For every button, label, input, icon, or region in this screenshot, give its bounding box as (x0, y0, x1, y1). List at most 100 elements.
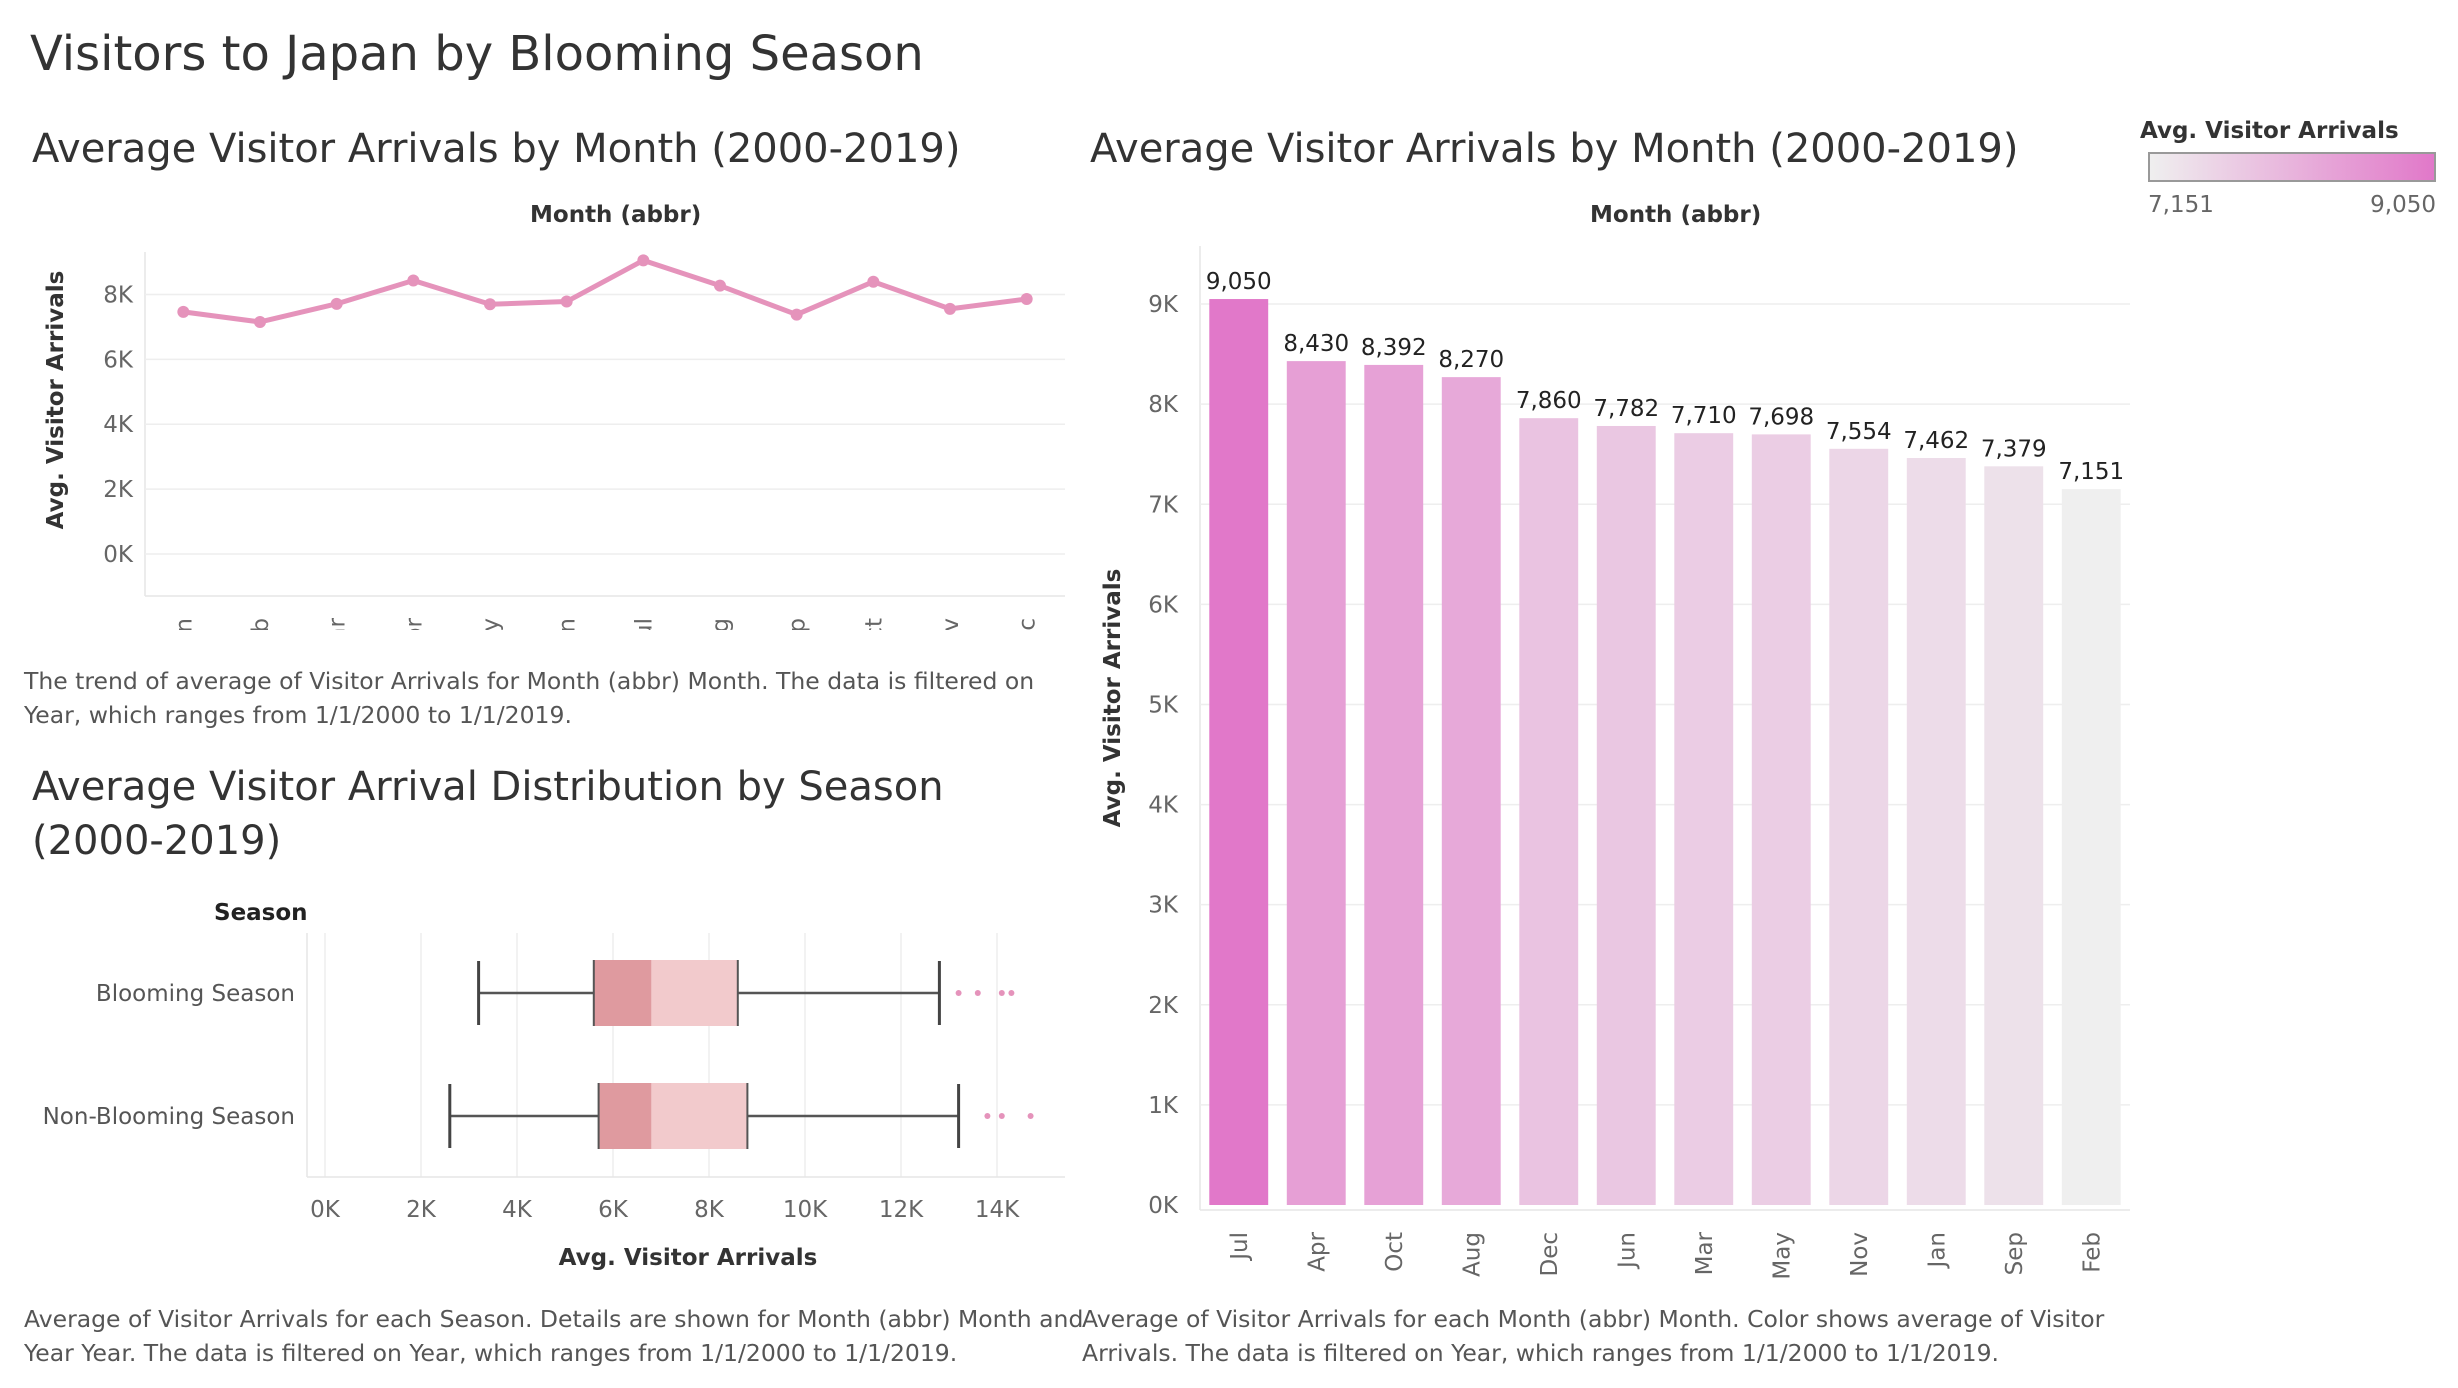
color-legend-max: 9,050 (2370, 192, 2436, 218)
outlier-point[interactable] (1027, 1113, 1034, 1119)
bar-chart-caption: Average of Visitor Arrivals for each Mon… (1082, 1305, 2105, 1367)
box-plot-row[interactable]: Blooming Season (96, 960, 1015, 1026)
line-chart: 0K 2K 4K 6K 8K Jan Feb Mar Apr May Jun Jul Aug Sep Oc… (43, 252, 1065, 630)
box-plot-x-axis-label: Avg. Visitor Arrivals (559, 1245, 818, 1271)
bar-value-label: 7,782 (1593, 396, 1659, 422)
outlier-point[interactable] (984, 1113, 991, 1119)
bar-value-label: 7,379 (1981, 436, 2047, 462)
bar[interactable] (1596, 425, 1656, 1205)
line-chart-point[interactable] (867, 275, 880, 288)
box-plot-x-tick: 8K (694, 1197, 725, 1223)
line-chart-y-tick: 0K (103, 542, 134, 568)
line-chart-point[interactable] (560, 295, 573, 308)
season-label: Non-Blooming Season (43, 1104, 295, 1130)
bar-chart-y-tick: 1K (1148, 1093, 1179, 1119)
line-chart-point[interactable] (177, 305, 190, 318)
bar[interactable] (1751, 434, 1811, 1206)
bar-chart-x-tick: Jan (1924, 1232, 1950, 1269)
bar[interactable] (1364, 364, 1424, 1205)
line-chart-point[interactable] (1020, 292, 1033, 305)
bar-chart-y-tick: 5K (1148, 692, 1179, 718)
line-chart-x-tick: Sep (785, 618, 811, 630)
line-chart-point[interactable] (330, 297, 343, 310)
line-chart-point[interactable] (944, 302, 956, 315)
bar[interactable] (2061, 489, 2121, 1205)
bar-value-label: 8,392 (1361, 335, 1427, 361)
bar-chart-y-tick: 9K (1148, 292, 1179, 318)
color-legend-title: Avg. Visitor Arrivals (2140, 118, 2399, 144)
season-row-header: Season (214, 900, 308, 926)
bar[interactable] (1674, 433, 1734, 1205)
box-plot-x-tick: 2K (406, 1197, 437, 1223)
outlier-point[interactable] (998, 1113, 1005, 1119)
line-chart-y-tick: 8K (103, 282, 134, 308)
bar[interactable] (1209, 299, 1269, 1205)
line-chart-point[interactable] (254, 315, 266, 328)
bar-chart-x-tick: Mar (1692, 1231, 1718, 1275)
bar[interactable] (1519, 418, 1579, 1206)
bar[interactable] (1829, 448, 1889, 1206)
box-chart-title-line2: (2000-2019) (32, 818, 282, 864)
line-chart-x-tick: Mar (325, 617, 351, 630)
bar-chart-x-tick: Apr (1304, 1231, 1330, 1271)
line-series (183, 257, 1027, 325)
line-chart-point[interactable] (484, 298, 496, 311)
bar[interactable] (1441, 377, 1501, 1205)
bar-chart-y-tick: 2K (1148, 993, 1179, 1019)
box-plot-x-tick: 14K (975, 1197, 1020, 1223)
box-plot-x-tick: 10K (783, 1197, 828, 1223)
line-chart-y-tick: 2K (103, 477, 134, 503)
line-chart-x-tick: Jul (631, 618, 657, 630)
line-chart-title: Average Visitor Arrivals by Month (2000-… (32, 126, 961, 172)
bar-chart-x-tick: Aug (1459, 1232, 1485, 1277)
box-chart-title-line1: Average Visitor Arrival Distribution by … (32, 764, 944, 810)
bar-chart-title: Average Visitor Arrivals by Month (2000-… (1090, 126, 2019, 172)
line-chart-x-tick: Apr (401, 617, 427, 630)
line-chart-month-header: Month (abbr) (530, 202, 702, 228)
outlier-point[interactable] (974, 990, 981, 996)
outlier-point[interactable] (955, 990, 962, 996)
line-chart-point[interactable] (407, 274, 420, 287)
box-plot-x-tick: 6K (598, 1197, 629, 1223)
bar-value-label: 7,151 (2058, 459, 2124, 485)
bar[interactable] (1984, 466, 2044, 1205)
box-lower-half (593, 960, 652, 1026)
bar-chart-y-axis-label: Avg. Visitor Arrivals (1100, 569, 1126, 828)
bar-chart-y-tick: 3K (1148, 893, 1179, 919)
bar-value-label: 7,462 (1903, 428, 1969, 454)
line-chart-y-tick: 4K (103, 412, 134, 438)
box-upper-half (651, 960, 738, 1026)
bar-chart-x-tick: Feb (2079, 1232, 2105, 1273)
bar-chart-x-tick: May (1769, 1232, 1795, 1280)
box-lower-half (598, 1083, 652, 1149)
line-chart-y-tick: 6K (103, 347, 134, 373)
line-chart-x-tick: Nov (938, 618, 964, 630)
bar[interactable] (1906, 458, 1966, 1205)
line-chart-point[interactable] (637, 254, 650, 267)
outlier-point[interactable] (1008, 990, 1015, 996)
line-chart-point[interactable] (714, 279, 726, 292)
bar-chart-y-tick: 0K (1148, 1193, 1179, 1219)
bar-chart-y-tick: 7K (1148, 492, 1179, 518)
bar-value-label: 8,430 (1283, 331, 1349, 357)
line-chart-point[interactable] (790, 308, 803, 321)
line-chart-x-tick: Jan (171, 618, 197, 630)
outlier-point[interactable] (998, 990, 1005, 996)
box-plot-row[interactable]: Non-Blooming Season (43, 1083, 1034, 1149)
line-chart-x-tick: Jun (555, 618, 581, 630)
line-chart-caption: The trend of average of Visitor Arrivals… (24, 667, 1035, 729)
box-plot: Blooming Season Non-Blooming Season 0K 2K 4… (43, 933, 1065, 1271)
bar-chart-x-tick: Jun (1614, 1232, 1640, 1270)
bar[interactable] (1286, 361, 1346, 1205)
bar-chart-x-tick: Nov (1847, 1232, 1873, 1277)
box-upper-half (651, 1083, 748, 1149)
season-label: Blooming Season (96, 981, 295, 1007)
line-chart-y-axis-label: Avg. Visitor Arrivals (43, 271, 69, 530)
bar-value-label: 7,698 (1748, 404, 1814, 430)
bar-value-label: 9,050 (1206, 269, 1272, 295)
line-chart-x-tick: Feb (248, 618, 274, 630)
bar-chart-month-header: Month (abbr) (1590, 202, 1762, 228)
box-plot-x-tick: 12K (879, 1197, 924, 1223)
box-plot-caption: Average of Visitor Arrivals for each Sea… (24, 1305, 1084, 1367)
bar-chart: 0K 1K 2K 3K 4K 5K 6K 7K 8K 9K 9,050 8,430 8,392 8,27… (1100, 246, 2130, 1280)
